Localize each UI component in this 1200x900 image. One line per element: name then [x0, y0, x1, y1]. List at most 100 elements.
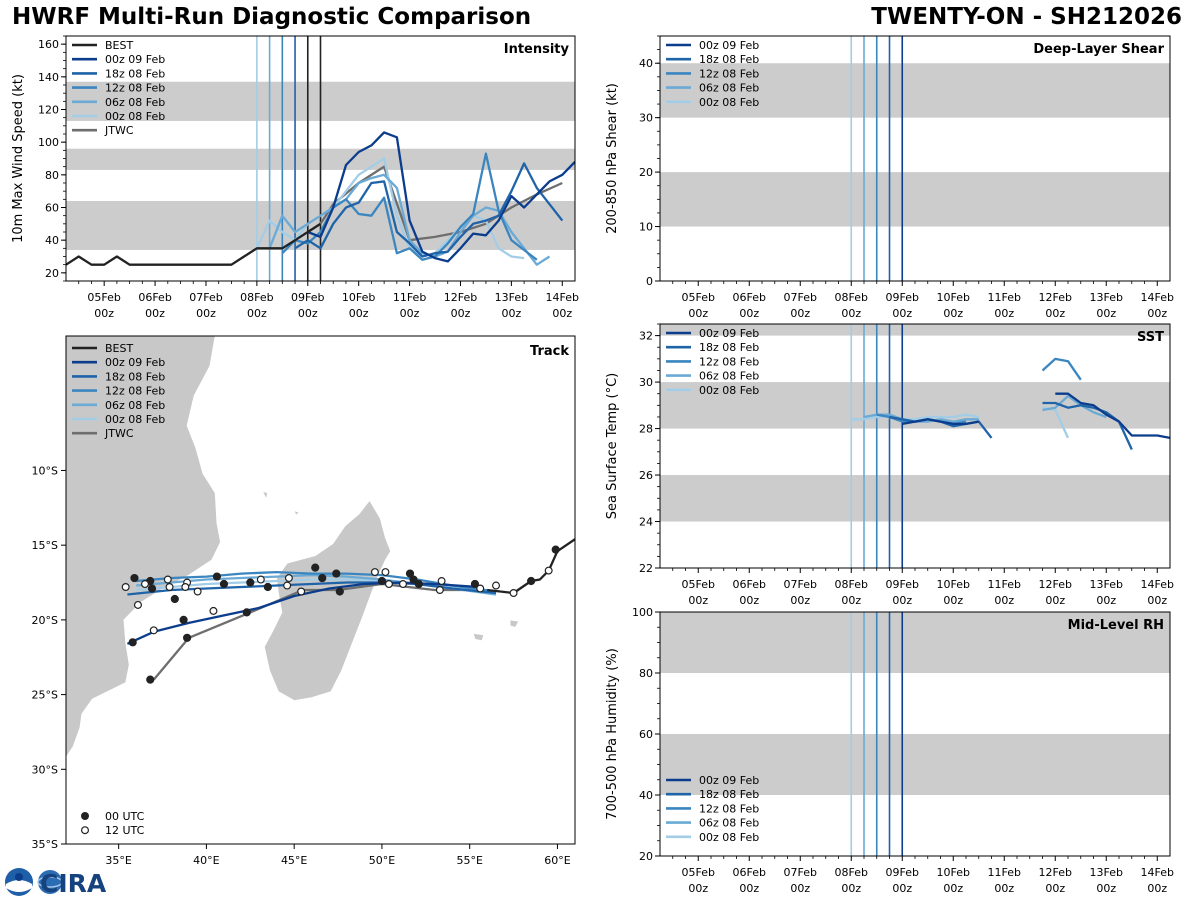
x-tick-label: 11Feb	[988, 866, 1021, 879]
lon-tick-label: 50°E	[369, 854, 395, 867]
legend-label-18z-08-feb: 18z 08 Feb	[699, 788, 759, 801]
legend-label-06z-08-feb: 06z 08 Feb	[699, 82, 759, 95]
series-best-6	[66, 222, 322, 266]
panel-title: Mid-Level RH	[1068, 618, 1164, 633]
legend-label-best: BEST	[105, 39, 133, 52]
shaded-band-0	[660, 475, 1170, 522]
x-tick-label: 12Feb	[444, 291, 477, 304]
x-tick-sublabel: 00z	[501, 307, 521, 320]
marker-12utc	[121, 583, 130, 592]
legend-label-00z-09-feb: 00z 09 Feb	[699, 327, 759, 340]
legend-label-06z-08-feb: 06z 08 Feb	[699, 370, 759, 383]
x-tick-label: 12Feb	[1039, 578, 1072, 591]
marker-12utc	[370, 568, 379, 577]
noaa-globe-icon	[5, 868, 33, 896]
x-tick-label: 14Feb	[1141, 866, 1174, 879]
marker-00utc	[527, 576, 536, 586]
y-tick-label: 140	[38, 71, 59, 84]
marker-12utc	[398, 580, 407, 589]
logo-text: CIRA	[40, 869, 107, 898]
map-frame	[65, 335, 576, 845]
x-tick-sublabel: 00z	[552, 307, 572, 320]
legend-label-best: BEST	[105, 342, 133, 355]
panel-track: 35°E 40°E 45°E 50°E 55°E 60°E 10°S 15°S 20°S 25°S…	[32, 335, 576, 867]
x-tick-sublabel: 00z	[790, 882, 810, 895]
x-tick-sublabel: 00z	[1045, 307, 1065, 320]
madagascar-landmass	[263, 499, 392, 702]
x-tick-label: 06Feb	[733, 866, 766, 879]
series-00z-08-feb-0	[851, 413, 980, 421]
legend-label-00z-08-feb: 00z 08 Feb	[105, 110, 165, 123]
y-tick-label: 30	[639, 376, 653, 389]
y-tick-label: 80	[639, 667, 653, 680]
plot-area-shear	[660, 36, 1170, 281]
y-tick-label: 100	[38, 136, 59, 149]
x-tick-sublabel: 00z	[298, 307, 318, 320]
x-tick-sublabel: 00z	[841, 307, 861, 320]
x-tick-sublabel: 00z	[994, 307, 1014, 320]
lon-tick-label: 55°E	[456, 854, 482, 867]
legend-label-12z-08-feb: 12z 08 Feb	[699, 802, 759, 815]
x-tick-label: 08Feb	[240, 291, 273, 304]
y-tick-label: 0	[646, 275, 653, 288]
x-tick-sublabel: 00z	[994, 882, 1014, 895]
x-tick-label: 06Feb	[138, 291, 171, 304]
x-tick-sublabel: 00z	[349, 307, 369, 320]
marker-12utc	[140, 580, 149, 589]
marker-legend-symbol-open	[80, 826, 89, 835]
lat-tick-label: 10°S	[32, 464, 58, 477]
lon-tick-label: 45°E	[281, 854, 307, 867]
x-tick-label: 10Feb	[937, 291, 970, 304]
y-tick-label: 100	[632, 606, 653, 619]
x-tick-label: 06Feb	[733, 291, 766, 304]
x-tick-sublabel: 00z	[739, 882, 759, 895]
panel-title: Deep-Layer Shear	[1033, 42, 1164, 57]
x-tick-label: 05Feb	[682, 866, 715, 879]
x-tick-label: 14Feb	[1141, 578, 1174, 591]
x-tick-label: 07Feb	[784, 578, 817, 591]
y-tick-label: 32	[639, 330, 653, 343]
marker-00utc	[212, 572, 222, 581]
y-tick-label: 40	[639, 789, 653, 802]
legend-label-00z-08-feb: 00z 08 Feb	[699, 384, 759, 397]
y-tick-label: 80	[45, 169, 59, 182]
x-tick-sublabel: 00z	[1096, 882, 1116, 895]
x-tick-label: 05Feb	[87, 291, 120, 304]
marker-12utc	[163, 575, 172, 584]
panel-intensity: 20 40 60 80 100 120 140 160 05Feb 00z 06Feb 00z 07Fe…	[11, 35, 579, 320]
x-tick-sublabel: 00z	[247, 307, 267, 320]
series-00z-08-feb-1	[255, 157, 525, 260]
marker-12utc	[297, 587, 306, 596]
series-12z-08-feb-3	[281, 152, 538, 261]
marker-00utc	[219, 579, 229, 589]
series-jtwc-0	[307, 165, 563, 242]
x-tick-sublabel: 00z	[688, 307, 708, 320]
marker-00utc	[130, 573, 139, 583]
y-axis-label: 700-500 hPa Humidity (%)	[605, 648, 620, 820]
series-00z-09-feb-5	[307, 131, 575, 263]
marker-00utc	[246, 578, 255, 587]
comoros-island	[261, 490, 269, 501]
marker-12utc	[256, 575, 265, 584]
x-tick-sublabel: 00z	[1096, 307, 1116, 320]
legend-label-00z-08-feb: 00z 08 Feb	[699, 831, 759, 844]
y-tick-label: 60	[45, 202, 59, 215]
x-tick-label: 10Feb	[342, 291, 375, 304]
y-tick-label: 28	[639, 423, 653, 436]
x-tick-label: 08Feb	[835, 578, 868, 591]
x-tick-sublabel: 00z	[1147, 594, 1167, 607]
lon-tick-label: 35°E	[105, 854, 131, 867]
marker-12utc	[509, 588, 518, 597]
x-tick-label: 07Feb	[784, 866, 817, 879]
marker-00utc	[179, 615, 188, 624]
x-tick-sublabel: 00z	[400, 307, 420, 320]
x-tick-sublabel: 00z	[688, 594, 708, 607]
marker-00utc	[311, 563, 320, 572]
x-tick-sublabel: 00z	[688, 882, 708, 895]
plot-area-rh	[660, 612, 1170, 856]
y-tick-label: 160	[38, 38, 59, 51]
marker-00utc	[147, 584, 157, 593]
marker-12utc	[284, 574, 293, 583]
